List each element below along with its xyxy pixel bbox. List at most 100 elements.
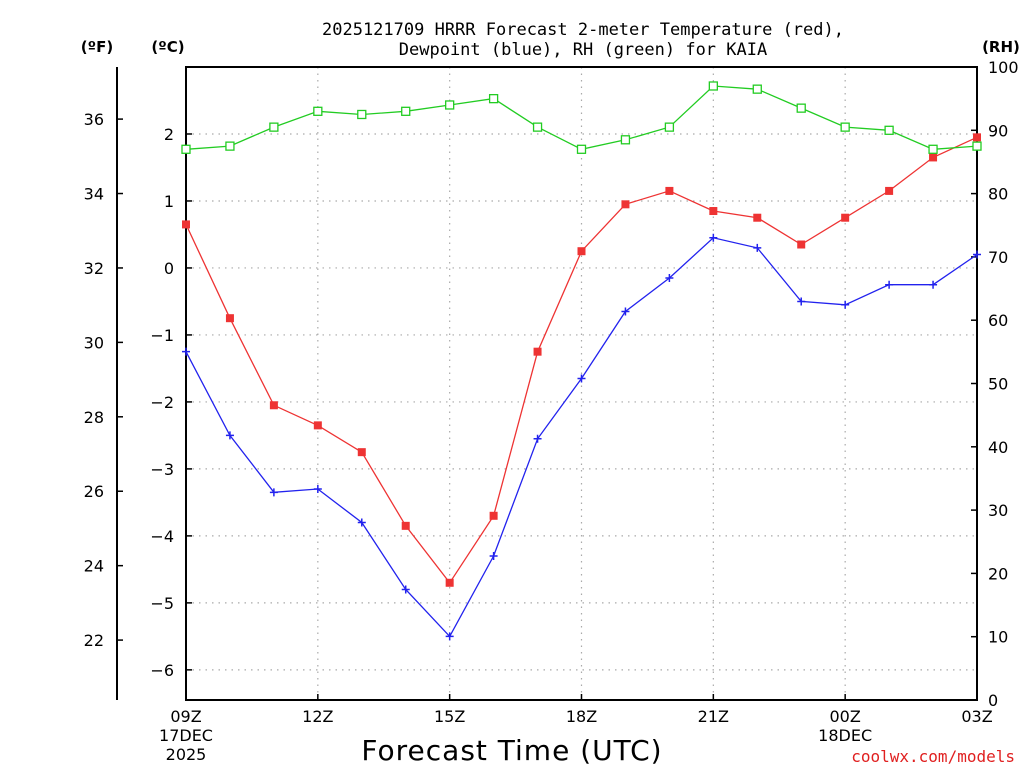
celsius-tick-label: 1: [164, 192, 174, 211]
x-axis-title: Forecast Time (UTC): [361, 734, 662, 767]
data-point: [225, 431, 234, 440]
data-point: [797, 297, 806, 306]
data-point: [489, 551, 498, 560]
data-point: [709, 233, 718, 242]
data-point: [269, 488, 278, 497]
fahrenheit-tick-label: 28: [84, 408, 104, 427]
data-point: [313, 106, 323, 116]
data-point: [269, 122, 279, 132]
rh-tick-label: 50: [988, 375, 1008, 394]
x-tick-year: 2025: [166, 745, 207, 764]
x-tick-label: 12Z: [302, 707, 333, 726]
rh-unit-label: (RH): [982, 38, 1020, 56]
fahrenheit-tick-label: 32: [84, 259, 104, 278]
data-point: [401, 521, 410, 530]
data-point: [532, 122, 543, 132]
rh-tick-label: 40: [988, 438, 1008, 457]
series-rh: [181, 81, 982, 154]
data-point: [181, 144, 191, 154]
data-point: [972, 141, 982, 151]
data-series: [181, 81, 982, 641]
rh-tick-label: 20: [988, 564, 1008, 583]
data-point: [885, 280, 894, 289]
celsius-unit-label: (ºC): [151, 38, 184, 56]
data-point: [665, 186, 674, 195]
data-point: [885, 186, 894, 195]
rh-tick-label: 60: [988, 311, 1008, 330]
celsius-tick-label: 0: [164, 259, 174, 278]
grid-lines: [186, 67, 977, 700]
data-point: [973, 133, 981, 142]
data-point: [401, 106, 411, 116]
rh-tick-label: 100: [988, 58, 1019, 77]
data-point: [621, 307, 630, 316]
data-point: [577, 374, 586, 383]
celsius-tick-label: −3: [150, 460, 174, 479]
data-point: [182, 220, 190, 229]
rh-tick-label: 10: [988, 628, 1008, 647]
data-point: [753, 243, 762, 252]
rh-tick-label: 70: [988, 248, 1008, 267]
data-point: [840, 122, 850, 132]
data-point: [357, 448, 366, 457]
series-line: [185, 237, 978, 638]
data-point: [182, 347, 190, 356]
data-point: [796, 103, 806, 113]
data-point: [357, 518, 366, 527]
data-point: [576, 144, 587, 154]
data-point: [973, 250, 981, 259]
series-dewpoint: [182, 233, 981, 641]
x-tick-label: 03Z: [961, 707, 992, 726]
celsius-tick-label: −6: [150, 661, 174, 680]
x-tick-label: 00Z: [830, 707, 861, 726]
chart-subtitle: Dewpoint (blue), RH (green) for KAIA: [399, 40, 767, 60]
fahrenheit-tick-label: 22: [84, 631, 104, 650]
data-point: [269, 401, 278, 410]
chart-title: 2025121709 HRRR Forecast 2-meter Tempera…: [322, 20, 844, 40]
fahrenheit-tick-label: 30: [84, 333, 104, 352]
series-temperature: [182, 133, 981, 587]
data-point: [929, 280, 938, 289]
data-point: [621, 200, 630, 209]
data-point: [797, 240, 806, 249]
x-tick-date: 18DEC: [818, 726, 872, 745]
data-point: [225, 314, 234, 323]
celsius-tick-label: −5: [150, 594, 174, 613]
celsius-tick-label: −1: [150, 326, 174, 345]
data-point: [708, 81, 718, 91]
plot-frame: [185, 66, 978, 701]
x-tick-label: 09Z: [170, 707, 201, 726]
data-point: [488, 94, 499, 104]
data-point: [665, 274, 674, 282]
data-point: [225, 141, 235, 151]
data-point: [533, 347, 542, 356]
data-point: [664, 122, 675, 132]
fahrenheit-tick-label: 34: [84, 185, 104, 204]
data-point: [445, 578, 454, 587]
data-point: [841, 300, 850, 309]
data-point: [401, 585, 410, 594]
data-point: [313, 485, 322, 493]
data-point: [533, 434, 542, 443]
data-point: [620, 135, 631, 145]
data-point: [929, 153, 938, 162]
celsius-tick-label: 2: [164, 125, 174, 144]
fahrenheit-tick-label: 36: [84, 110, 104, 129]
rh-tick-label: 30: [988, 501, 1008, 520]
x-tick-date: 17DEC: [159, 726, 213, 745]
celsius-tick-label: −2: [150, 393, 174, 412]
data-point: [928, 144, 938, 154]
fahrenheit-tick-label: 24: [84, 557, 104, 576]
rh-tick-label: 90: [988, 121, 1008, 140]
data-point: [752, 84, 762, 94]
x-tick-label: 21Z: [698, 707, 729, 726]
source-credit: coolwx.com/models: [851, 747, 1015, 766]
data-point: [753, 213, 762, 222]
rh-tick-label: 80: [988, 185, 1008, 204]
data-point: [884, 125, 894, 135]
data-point: [445, 632, 454, 641]
data-point: [445, 100, 455, 110]
rh-tick-label: 0: [988, 691, 998, 710]
data-point: [489, 511, 498, 520]
